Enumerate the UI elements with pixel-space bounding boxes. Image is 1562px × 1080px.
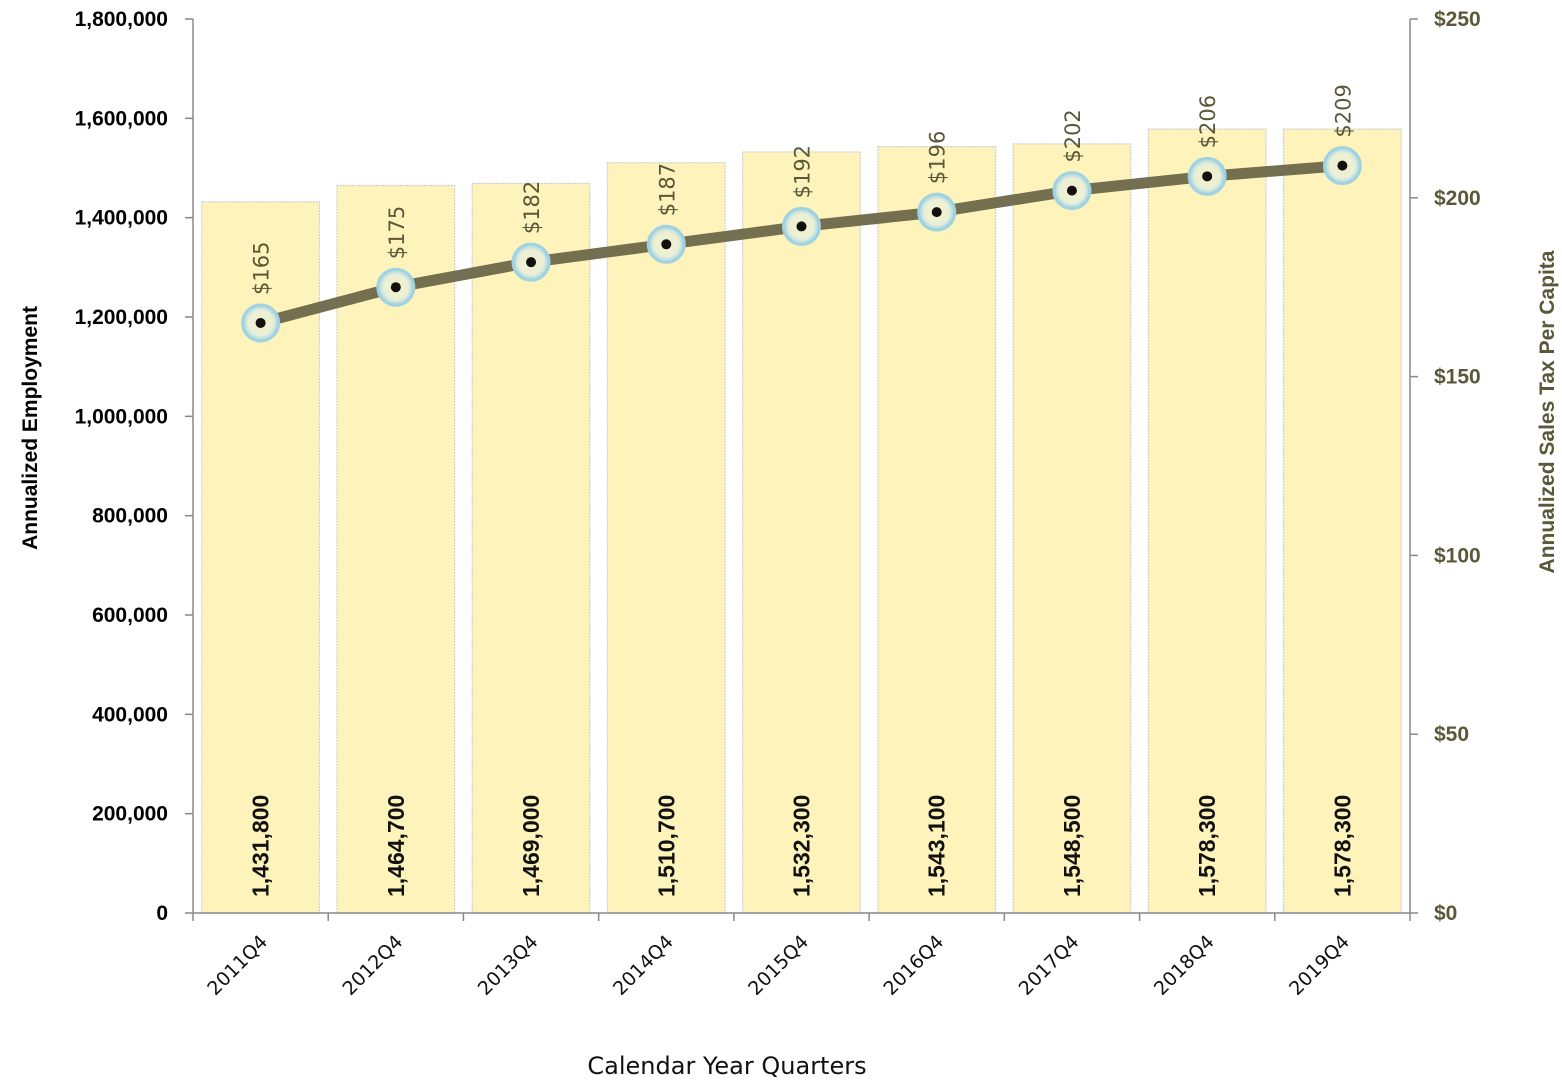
bar-2017Q4	[1012, 143, 1132, 914]
line-series	[241, 146, 1362, 343]
x-tick-label: 2013Q4	[474, 931, 543, 1000]
x-tick-label: 2014Q4	[609, 931, 678, 1000]
bar-2015Q4	[742, 151, 861, 914]
marker-dot	[1202, 171, 1213, 182]
line-data-label: $202	[1061, 109, 1085, 162]
bar-data-label: 1,464,700	[383, 795, 409, 897]
line-point-2013Q4	[511, 242, 551, 282]
y-tick-label: 1,000,000	[75, 405, 168, 428]
x-tick-label: 2012Q4	[338, 931, 407, 1000]
y-tick-label: 0	[156, 902, 168, 925]
y2-tick-label: $0	[1434, 902, 1457, 925]
bar-2012Q4	[336, 184, 456, 914]
bar-data-label: 1,510,700	[653, 795, 679, 897]
marker-dot	[526, 257, 537, 268]
y-tick-label: 1,600,000	[75, 107, 168, 130]
marker-dot	[796, 221, 807, 232]
bar-data-label: 1,548,500	[1059, 795, 1085, 897]
bar-2014Q4	[606, 162, 726, 914]
marker-dot	[1066, 185, 1077, 196]
line-data-label: $196	[926, 131, 950, 184]
bar-data-label: 1,532,300	[789, 795, 815, 897]
line-point-2018Q4	[1187, 156, 1227, 196]
y-tick-label: 600,000	[92, 604, 168, 627]
bar-data-label: 1,469,000	[518, 795, 544, 897]
line-point-2012Q4	[376, 267, 416, 307]
bar-data-label: 1,543,100	[924, 795, 950, 897]
bar-2013Q4	[471, 182, 591, 914]
y2-tick-label: $250	[1434, 8, 1481, 31]
x-tick-label: 2019Q4	[1285, 931, 1354, 1000]
y-tick-label: 400,000	[92, 703, 168, 726]
marker-dot	[390, 282, 401, 293]
line-data-label: $165	[250, 242, 274, 295]
y-tick-label: 1,200,000	[75, 306, 168, 329]
line-point-2011Q4	[241, 303, 281, 343]
marker-dot	[255, 317, 266, 328]
line-data-label: $175	[385, 206, 409, 259]
bar-data-label: 1,431,800	[248, 795, 274, 897]
bar-2018Q4	[1147, 128, 1267, 914]
line-point-2017Q4	[1052, 171, 1092, 211]
y-tick-label: 200,000	[92, 803, 168, 826]
line-point-2014Q4	[646, 224, 686, 264]
x-tick-label: 2011Q4	[203, 931, 272, 1000]
line-point-2019Q4	[1322, 146, 1362, 186]
bar-2016Q4	[877, 145, 997, 914]
x-tick-label: 2018Q4	[1150, 931, 1219, 1000]
x-tick-label: 2017Q4	[1015, 931, 1084, 1000]
y2-tick-label: $100	[1434, 544, 1481, 567]
bar-data-label: 1,578,300	[1329, 795, 1355, 897]
line-data-label: $182	[520, 181, 544, 234]
y-tick-label: 1,800,000	[75, 8, 168, 31]
y-axis-title: Annualized Employment	[19, 306, 42, 550]
y-tick-label: 800,000	[92, 505, 168, 528]
marker-dot	[931, 207, 942, 218]
marker-dot	[661, 239, 672, 250]
x-tick-label: 2016Q4	[879, 931, 948, 1000]
line-data-label: $209	[1331, 84, 1355, 137]
y2-axis-title: Annualized Sales Tax Per Capita	[1536, 250, 1559, 573]
y2-tick-label: $50	[1434, 723, 1469, 746]
bar-2019Q4	[1282, 128, 1402, 914]
line-point-2015Q4	[782, 206, 821, 246]
y-tick-label: 1,400,000	[75, 207, 168, 230]
bar-data-label: 1,578,300	[1194, 795, 1220, 897]
line-data-label: $187	[655, 163, 679, 216]
line-data-label: $192	[791, 145, 815, 198]
y2-tick-label: $200	[1434, 187, 1481, 210]
y2-tick-label: $150	[1434, 366, 1481, 389]
axes	[185, 18, 1418, 921]
line-point-2016Q4	[917, 192, 957, 232]
marker-dot	[1337, 160, 1348, 171]
line-data-label: $206	[1196, 95, 1220, 148]
x-axis-title: Calendar Year Quarters	[587, 1052, 866, 1080]
x-tick-label: 2015Q4	[744, 931, 813, 1000]
bar-series	[201, 128, 1402, 914]
